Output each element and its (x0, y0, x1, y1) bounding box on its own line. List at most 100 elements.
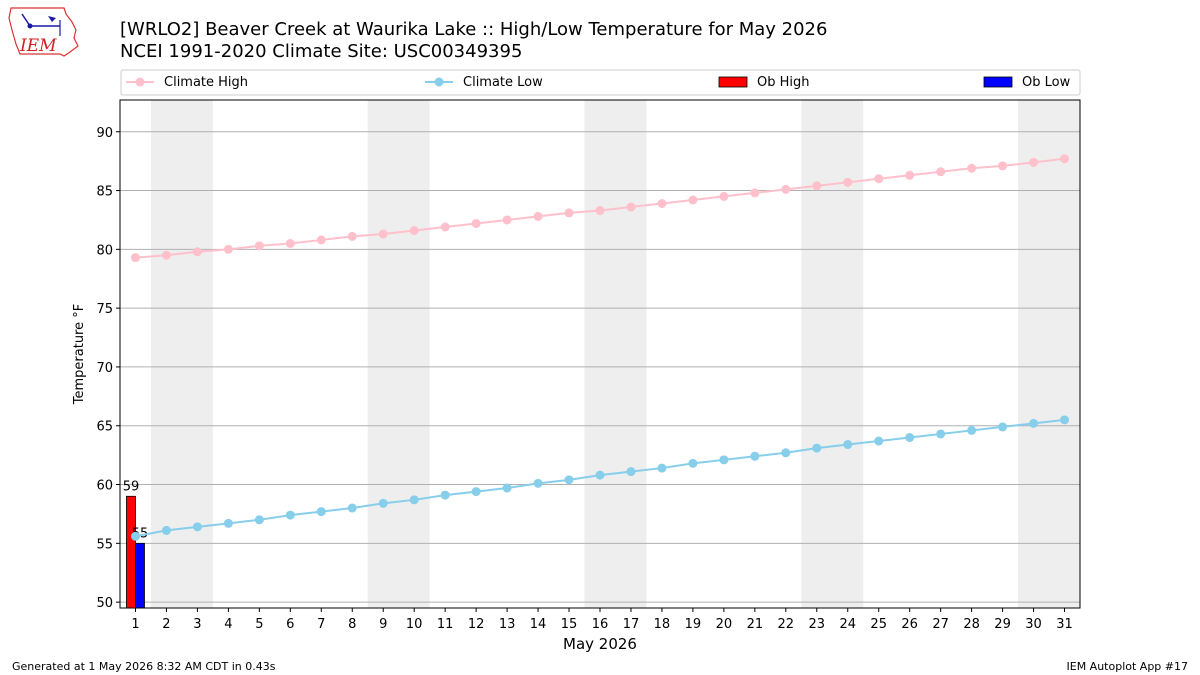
point-climate-high (781, 184, 791, 194)
point-climate-low (130, 531, 140, 541)
x-tick-label: 30 (1025, 617, 1042, 632)
point-climate-high (750, 188, 760, 198)
x-tick-label: 4 (224, 617, 232, 632)
point-climate-low (192, 522, 202, 532)
point-climate-low (378, 498, 388, 508)
point-climate-high (998, 161, 1008, 171)
point-climate-low (440, 490, 450, 500)
point-climate-low (1060, 415, 1070, 425)
point-climate-high (285, 238, 295, 248)
point-climate-low (905, 432, 915, 442)
footer-generated: Generated at 1 May 2026 8:32 AM CDT in 0… (12, 660, 276, 673)
point-climate-low (626, 467, 636, 477)
point-climate-low (998, 422, 1008, 432)
x-tick-label: 28 (963, 617, 980, 632)
data-label-ob-high: 59 (123, 479, 140, 494)
x-tick-label: 22 (778, 617, 795, 632)
point-climate-low (316, 507, 326, 517)
x-tick-label: 3 (193, 617, 201, 632)
point-climate-low (812, 443, 822, 453)
chart-title: [WRLO2] Beaver Creek at Waurika Lake :: … (120, 19, 827, 40)
legend-label-climate-low: Climate Low (463, 75, 543, 90)
point-climate-low (967, 425, 977, 435)
legend-label-climate-high: Climate High (164, 75, 248, 90)
logo-text: IEM (19, 36, 57, 56)
legend-label-ob-low: Ob Low (1022, 75, 1071, 90)
x-tick-label: 2 (162, 617, 170, 632)
y-tick-label: 80 (96, 243, 113, 258)
x-tick-label: 17 (623, 617, 640, 632)
x-tick-label: 12 (468, 617, 485, 632)
point-climate-high (440, 222, 450, 232)
point-climate-low (254, 515, 264, 525)
point-climate-low (688, 458, 698, 468)
x-tick-label: 10 (406, 617, 423, 632)
y-tick-label: 55 (96, 537, 113, 552)
bar-ob-low (135, 542, 145, 609)
x-tick-label: 1 (131, 617, 139, 632)
x-tick-label: 18 (654, 617, 671, 632)
legend-label-ob-high: Ob High (757, 75, 810, 90)
y-tick-label: 70 (96, 361, 113, 376)
x-tick-label: 26 (901, 617, 918, 632)
bar-ob-high (126, 495, 136, 609)
point-climate-low (564, 475, 574, 485)
point-climate-low (1029, 418, 1039, 428)
x-tick-label: 27 (932, 617, 949, 632)
point-climate-high (564, 208, 574, 218)
y-tick-label: 75 (96, 302, 113, 317)
chart-subtitle: NCEI 1991-2020 Climate Site: USC00349395 (120, 41, 522, 62)
point-climate-high (378, 229, 388, 239)
point-climate-low (657, 463, 667, 473)
x-tick-label: 14 (530, 617, 547, 632)
point-climate-low (285, 510, 295, 520)
legend-item-climate-low: Climate Low (425, 75, 543, 90)
point-climate-high (130, 253, 140, 263)
point-climate-high (688, 195, 698, 205)
point-climate-high (254, 241, 264, 251)
y-tick-label: 65 (96, 420, 113, 435)
point-climate-high (316, 235, 326, 245)
weekend-bands (150, 100, 1080, 608)
point-climate-high (1029, 157, 1039, 167)
point-climate-low (750, 451, 760, 461)
point-climate-high (161, 250, 171, 260)
point-climate-high (223, 244, 233, 254)
x-tick-label: 20 (716, 617, 733, 632)
point-climate-low (719, 455, 729, 465)
point-climate-high (843, 177, 853, 187)
point-climate-high (595, 206, 605, 216)
weekend-band (150, 100, 213, 608)
point-climate-high (1060, 154, 1070, 164)
x-tick-label: 16 (592, 617, 609, 632)
point-climate-high (347, 231, 357, 241)
x-tick-label: 5 (255, 617, 263, 632)
y-tick-label: 85 (96, 185, 113, 200)
legend-item-ob-high: Ob High (718, 75, 810, 90)
point-climate-low (843, 440, 853, 450)
point-climate-low (874, 436, 884, 446)
x-tick-label: 15 (561, 617, 578, 632)
y-tick-label: 60 (96, 479, 113, 494)
point-climate-high (967, 163, 977, 173)
grid-lines (120, 131, 1080, 603)
x-tick-label: 31 (1056, 617, 1073, 632)
point-climate-high (409, 226, 419, 236)
y-tick-label: 50 (96, 596, 113, 611)
point-climate-low (471, 487, 481, 497)
point-climate-high (471, 218, 481, 228)
point-climate-high (936, 167, 946, 177)
point-climate-high (502, 215, 512, 225)
point-climate-low (223, 518, 233, 528)
x-tick-label: 23 (809, 617, 826, 632)
legend: Climate High Climate Low Ob High Ob Low (120, 69, 1081, 96)
y-axis-label: Temperature °F (72, 304, 87, 405)
point-climate-high (874, 174, 884, 184)
footer-app: IEM Autoplot App #17 (1067, 660, 1189, 673)
point-climate-low (936, 429, 946, 439)
x-tick-label: 6 (286, 617, 294, 632)
point-climate-high (192, 247, 202, 257)
iem-logo: IEM (8, 7, 79, 57)
